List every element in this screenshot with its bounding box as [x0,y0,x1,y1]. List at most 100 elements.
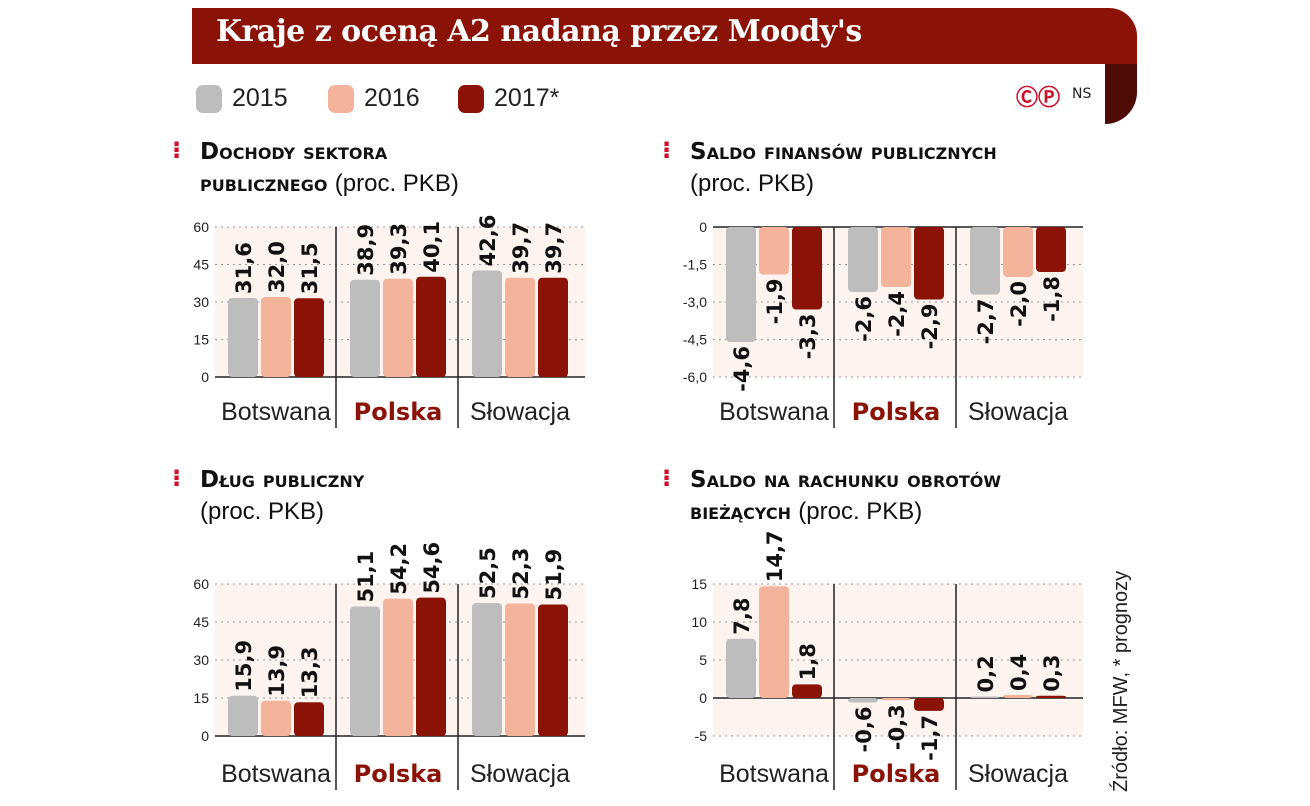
bar-2016 [759,586,789,698]
data-label: 31,6 [232,242,256,294]
bar-2015 [726,638,756,698]
category-label: Botswana [221,760,331,788]
bar-2016 [505,603,535,736]
bar-2017 [294,298,324,377]
category-label: Słowacja [470,398,570,426]
bar-2015 [970,696,1000,698]
data-label: 54,2 [387,543,411,595]
chart-title-unit: (proc. PKB) [798,498,923,525]
page-title: Kraje z oceną A2 nadaną przez Moody's [216,14,862,49]
bar-2015 [848,227,878,292]
bar-2017 [416,276,446,377]
bar-2017 [1036,227,1066,272]
y-tick-label: 15 [691,576,707,592]
chart-title-bold: Dług publiczny [200,467,365,493]
bar-2017 [294,702,324,736]
data-label: 38,9 [354,224,378,276]
bar-2015 [228,695,258,736]
bar-2015 [848,698,878,703]
chart-title-bold: bieżących [690,499,791,525]
y-tick-label: 0 [201,369,209,385]
y-tick-label: 15 [193,690,209,706]
bar-2016 [383,278,413,377]
data-label: 0,4 [1007,654,1031,691]
bar-2015 [726,227,756,342]
category-label: Botswana [221,398,331,426]
data-label: -1,8 [1040,276,1064,322]
data-label: 13,9 [265,645,289,697]
y-tick-label: -4,5 [683,332,707,348]
y-tick-label: 30 [193,294,209,310]
data-label: 52,3 [509,548,533,600]
data-label: 0,2 [974,655,998,692]
chart-title-bold: Saldo na rachunku obrotów [690,467,1002,493]
data-label: 39,3 [387,223,411,275]
y-tick-label: 0 [699,690,707,706]
legend-label: 2015 [232,84,288,112]
bar-2015 [350,279,380,377]
data-label: -2,4 [885,291,909,337]
data-label: -0,3 [885,704,909,750]
bar-2016 [261,297,291,377]
y-tick-label: 5 [699,652,707,668]
bullet-icon: ⁝ [172,136,182,164]
bar-2017 [914,698,944,711]
legend-label: 2016 [364,84,420,112]
data-label: -2,6 [852,296,876,342]
chart-title-unit: (proc. PKB) [200,498,325,525]
bullet-icon: ⁝ [662,464,672,492]
bar-2017 [538,604,568,736]
category-label: Polska [354,398,443,426]
data-label: 39,7 [509,222,533,274]
legend-2017: 2017* [458,84,559,113]
legend-swatch [196,84,222,113]
data-label: 32,0 [265,241,289,293]
data-label: -0,6 [852,707,876,753]
bar-2016 [1003,227,1033,277]
bar-2016 [759,227,789,275]
data-label: 31,5 [298,242,322,294]
y-tick-label: 15 [193,332,209,348]
data-label: 14,7 [763,530,787,582]
chart-title-bold: Dochody sektora [200,139,388,165]
bar-2017 [1036,695,1066,698]
legend-swatch [328,84,354,113]
bar-2016 [383,598,413,736]
chart-title-bold: Saldo finansów publicznych [690,139,997,165]
bar-2016 [1003,694,1033,698]
category-label: Botswana [719,760,829,788]
category-label: Polska [852,760,941,788]
category-label: Słowacja [968,398,1068,426]
data-label: 39,7 [542,222,566,274]
category-label: Słowacja [470,760,570,788]
bar-2015 [472,270,502,377]
data-label: 0,3 [1040,655,1064,692]
y-tick-label: 45 [193,614,209,630]
y-tick-label: 60 [193,576,209,592]
legend-2016: 2016 [328,84,420,113]
bar-2017 [416,597,446,736]
y-tick-label: 10 [691,614,707,630]
bar-2016 [881,227,911,287]
data-label: 42,6 [476,215,500,267]
bar-2015 [970,227,1000,295]
chart-title-1: Dochody sektora publicznego (proc. PKB) [200,136,459,200]
bar-2015 [228,298,258,377]
y-tick-label: -3,0 [683,294,707,310]
y-tick-label: -5 [695,728,708,744]
data-label: 51,9 [542,549,566,601]
y-tick-label: 60 [193,219,209,235]
copyright-logo: ⒸⓅ [1016,86,1061,111]
data-label: 40,1 [420,221,444,273]
data-label: 54,6 [420,542,444,594]
author-initials: NS [1072,86,1092,102]
legend-swatch [458,84,484,113]
y-tick-label: -6,0 [683,369,707,385]
data-label: -4,6 [730,346,754,392]
legend-label: 2017* [494,84,560,112]
category-label: Polska [852,398,941,426]
data-label: -3,3 [796,314,820,360]
bullet-icon: ⁝ [662,136,672,164]
